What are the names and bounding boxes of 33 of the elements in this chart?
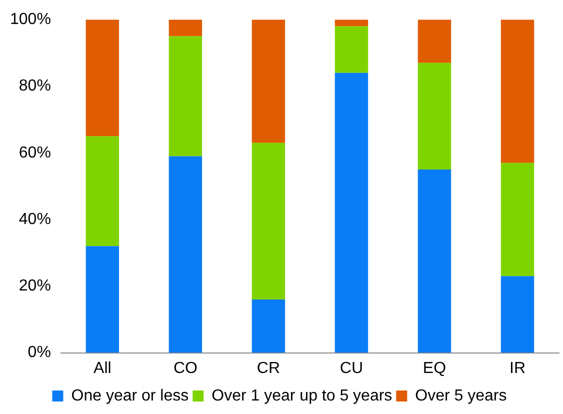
bar	[418, 170, 452, 353]
bar	[252, 142, 286, 300]
bar	[418, 20, 452, 63]
x-tick-label: IR	[509, 360, 526, 377]
x-tick-label: All	[94, 360, 112, 377]
bar	[168, 156, 202, 353]
legend-label: Over 1 year up to 5 years	[212, 387, 392, 404]
bar	[334, 26, 368, 73]
y-tick-label: 100%	[10, 11, 51, 28]
bar	[500, 162, 534, 276]
bar	[168, 20, 202, 36]
y-tick-label: 60%	[18, 144, 51, 162]
bar	[86, 136, 120, 246]
bar	[252, 299, 286, 353]
legend-label: Over 5 years	[415, 387, 507, 404]
bar	[500, 20, 534, 163]
y-tick-label: 80%	[18, 78, 51, 95]
bar	[418, 62, 452, 170]
x-tick-label: CU	[340, 360, 364, 377]
bar	[168, 36, 202, 156]
bar	[86, 20, 120, 136]
y-tick-label: 0%	[28, 344, 51, 362]
bar	[334, 20, 368, 26]
y-tick-label: 20%	[18, 278, 51, 295]
bar	[334, 72, 368, 353]
bar	[252, 20, 286, 143]
bar	[86, 246, 120, 353]
x-tick-label: EQ	[422, 360, 446, 377]
y-tick-label: 40%	[18, 210, 51, 228]
bar	[500, 276, 534, 353]
legend-label: One year or less	[71, 387, 189, 404]
x-tick-label: CO	[173, 360, 198, 377]
x-tick-label: CR	[256, 360, 280, 377]
